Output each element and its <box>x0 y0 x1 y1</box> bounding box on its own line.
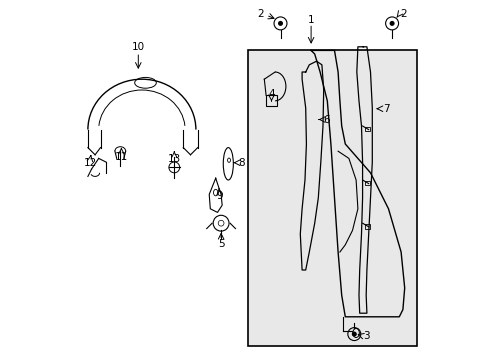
Text: 5: 5 <box>217 239 224 249</box>
Text: 6: 6 <box>323 114 329 125</box>
Circle shape <box>389 21 394 26</box>
Text: 2: 2 <box>257 9 264 19</box>
Circle shape <box>277 21 283 26</box>
Text: 11: 11 <box>115 152 128 162</box>
Text: 13: 13 <box>167 154 181 164</box>
Text: 7: 7 <box>382 104 388 114</box>
Bar <box>365 224 369 229</box>
Bar <box>265 95 276 106</box>
Text: 4: 4 <box>267 89 274 99</box>
Bar <box>365 181 369 185</box>
Text: 3: 3 <box>363 330 369 341</box>
Text: 12: 12 <box>83 158 97 168</box>
Text: 2: 2 <box>400 9 406 19</box>
Text: 1: 1 <box>307 15 314 25</box>
FancyBboxPatch shape <box>247 50 416 346</box>
Bar <box>365 127 369 131</box>
Text: 10: 10 <box>131 42 144 52</box>
Text: 9: 9 <box>216 191 222 201</box>
Circle shape <box>351 332 356 337</box>
Text: 8: 8 <box>238 158 245 168</box>
